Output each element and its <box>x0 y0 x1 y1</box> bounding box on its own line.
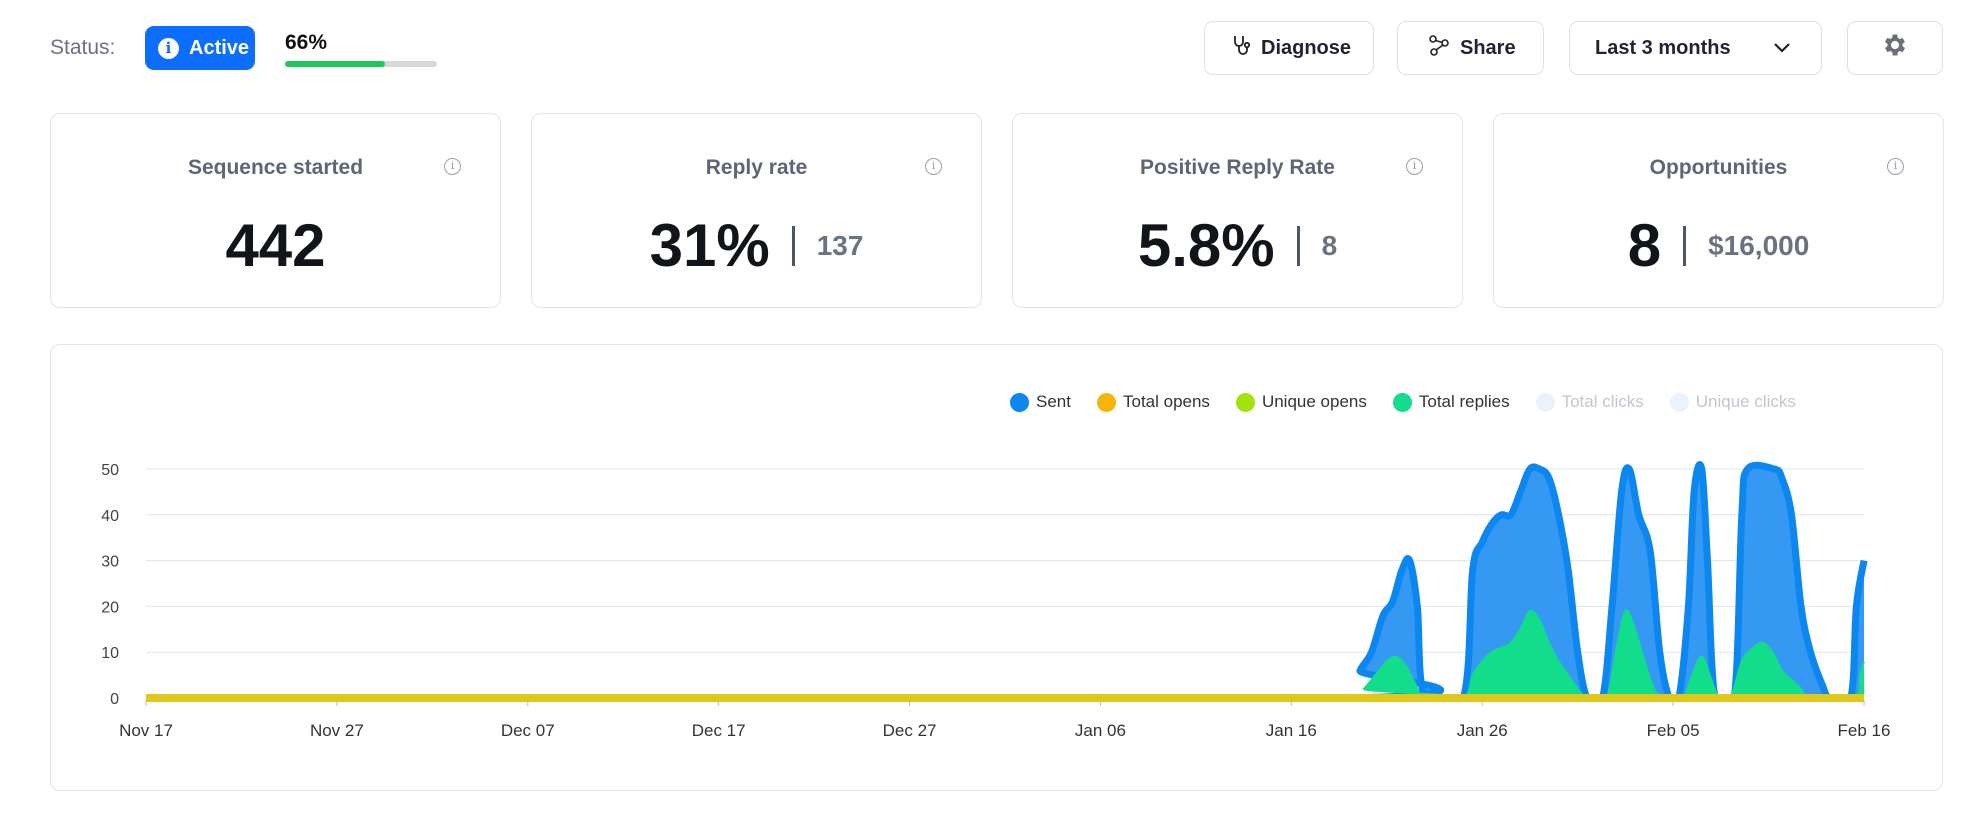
gear-icon <box>1881 31 1909 65</box>
card-subvalue: 137 <box>816 230 864 261</box>
card-values: 31% 137 <box>532 216 981 276</box>
x-tick-label: Jan 26 <box>1457 721 1508 740</box>
card-title: Opportunities <box>1649 156 1788 179</box>
legend-swatch <box>1096 392 1116 412</box>
progress-indicator: 66% <box>285 32 437 67</box>
x-tick-label: Dec 27 <box>883 721 937 740</box>
top-bar: Status: i Active 66% Diagnose Share Last… <box>0 0 1978 100</box>
status-label: Status: <box>50 36 116 59</box>
info-icon[interactable]: i <box>1406 158 1423 175</box>
card-divider <box>1683 226 1687 266</box>
metric-card-reply-rate: Reply rate i 31% 137 <box>531 113 982 308</box>
legend-label: Total replies <box>1418 392 1510 411</box>
y-tick-label: 40 <box>101 508 119 525</box>
series-total-replies-area <box>146 610 1864 698</box>
x-tick-label: Dec 07 <box>501 721 555 740</box>
legend-swatch <box>1392 392 1412 412</box>
diagnose-label: Diagnose <box>1261 36 1352 59</box>
info-icon[interactable]: i <box>1887 158 1904 175</box>
card-title: Sequence started <box>187 156 364 179</box>
status-badge-label: Active <box>189 36 250 59</box>
metric-card-sequence-started: Sequence started i 442 <box>50 113 501 308</box>
legend-label: Total opens <box>1122 392 1210 411</box>
y-tick-label: 50 <box>101 462 119 479</box>
card-values: 5.8% 8 <box>1013 216 1462 276</box>
series-total-replies-line <box>146 609 1865 700</box>
card-subvalue: $16,000 <box>1708 230 1810 261</box>
series-sent-line <box>146 461 1868 702</box>
share-button[interactable]: Share <box>1397 21 1544 75</box>
card-values: 442 <box>51 216 500 276</box>
info-icon: i <box>158 37 179 59</box>
y-tick-label: 0 <box>110 691 119 708</box>
x-tick-label: Nov 17 <box>119 721 173 740</box>
legend-item[interactable]: Total replies <box>1392 392 1510 412</box>
legend-swatch <box>1669 392 1689 412</box>
card-subvalue: 8 <box>1321 230 1338 261</box>
status-badge[interactable]: i Active <box>145 26 255 70</box>
x-tick-label: Nov 27 <box>310 721 364 740</box>
card-divider <box>791 226 795 266</box>
x-tick-label: Dec 17 <box>692 721 746 740</box>
info-icon[interactable]: i <box>925 158 942 175</box>
legend-label: Sent <box>1036 392 1071 411</box>
date-range-select[interactable]: Last 3 months <box>1569 21 1822 75</box>
card-value: 442 <box>225 212 326 279</box>
chart-legend: Sent Total opens Unique opens Total replies… <box>1010 392 1822 412</box>
x-tick-label: Jan 06 <box>1075 721 1126 740</box>
legend-item[interactable]: Total opens <box>1096 392 1210 412</box>
card-divider <box>1296 226 1300 266</box>
progress-track <box>285 61 437 67</box>
legend-swatch <box>1010 392 1029 412</box>
card-title: Positive Reply Rate <box>1140 156 1335 179</box>
metric-card-opportunities: Opportunities i 8 $16,000 <box>1493 113 1944 308</box>
info-icon[interactable]: i <box>444 158 461 175</box>
y-tick-label: 20 <box>101 599 119 616</box>
legend-label: Unique clicks <box>1695 392 1796 411</box>
progress-fill <box>285 61 386 67</box>
settings-button[interactable] <box>1847 21 1943 75</box>
card-title: Reply rate <box>705 156 808 179</box>
metric-card-positive-reply-rate: Positive Reply Rate i 5.8% 8 <box>1012 113 1463 308</box>
card-values: 8 $16,000 <box>1494 216 1943 276</box>
legend-item[interactable]: Sent <box>1010 392 1071 412</box>
stethoscope-icon <box>1231 34 1251 62</box>
x-tick-label: Feb 05 <box>1647 721 1700 740</box>
y-tick-label: 30 <box>101 554 119 571</box>
legend-swatch <box>1535 392 1555 412</box>
card-value: 8 <box>1627 212 1662 279</box>
card-value: 31% <box>649 212 770 279</box>
progress-text: 66% <box>285 31 328 54</box>
legend-item[interactable]: Total clicks <box>1535 392 1644 412</box>
x-tick-label: Jan 16 <box>1266 721 1317 740</box>
date-range-label: Last 3 months <box>1595 36 1731 59</box>
legend-label: Unique opens <box>1261 392 1367 411</box>
share-label: Share <box>1460 36 1516 59</box>
legend-swatch <box>1235 392 1255 412</box>
y-tick-label: 10 <box>101 645 119 662</box>
legend-label: Total clicks <box>1561 392 1644 411</box>
card-value: 5.8% <box>1137 212 1275 279</box>
chevron-down-icon <box>1773 37 1791 60</box>
series-total-opens-line <box>146 694 1864 702</box>
diagnose-button[interactable]: Diagnose <box>1204 21 1374 75</box>
legend-item[interactable]: Unique opens <box>1235 392 1367 412</box>
share-icon <box>1428 34 1450 62</box>
legend-item[interactable]: Unique clicks <box>1669 392 1796 412</box>
x-tick-label: Feb 16 <box>1838 721 1891 740</box>
